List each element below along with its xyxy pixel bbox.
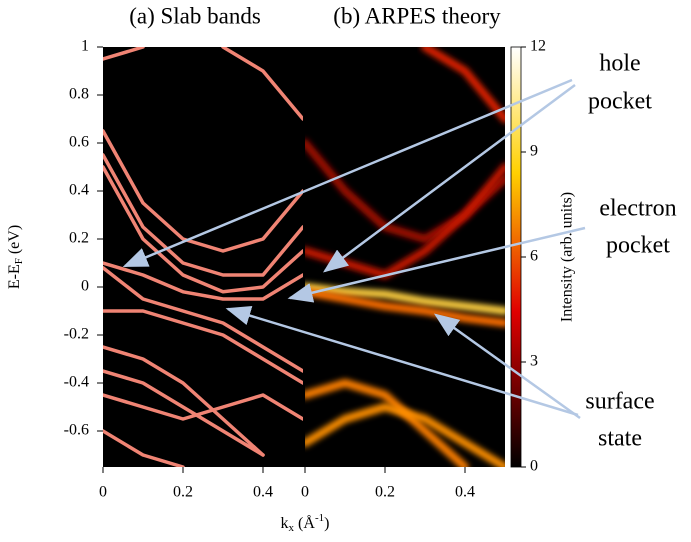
y-tick-label: 0.4: [69, 182, 89, 199]
x-label-close: ): [324, 515, 329, 532]
y-tick-label: 0: [81, 278, 89, 295]
band-line: [103, 165, 303, 294]
y-tick-label: -0.4: [64, 374, 89, 391]
y-axis-label: E-EF (eV): [6, 225, 25, 289]
band-line: [221, 47, 303, 121]
y-label-main: E-E: [6, 264, 23, 289]
annotation: electron: [599, 196, 676, 222]
x-tick-label: 0: [99, 484, 107, 501]
x-label-sup: -1: [315, 512, 324, 524]
intensity-ridge: [305, 379, 469, 467]
y-tick-label: 0.8: [69, 86, 89, 103]
band-line: [103, 309, 303, 385]
y-label-unit: (eV): [6, 225, 23, 258]
colorbar: [510, 46, 522, 468]
y-tick-label: -0.2: [64, 326, 89, 343]
band-line: [103, 47, 145, 61]
x-label-main: k: [281, 515, 289, 532]
intensity-ridge: [421, 47, 505, 123]
band-line: [103, 261, 303, 301]
annotation: hole: [599, 51, 640, 77]
plot-background: [103, 47, 505, 467]
intensity-ridge: [305, 287, 505, 327]
band-line: [103, 153, 303, 277]
panel-title: (b) ARPES theory: [333, 3, 501, 28]
arrow: [322, 83, 576, 273]
x-label-unit: (Å: [294, 514, 315, 532]
y-tick-label: 0.6: [69, 134, 89, 151]
annotation: surface: [585, 389, 654, 415]
colorbar-tick-label: 6: [530, 248, 538, 265]
band-line: [103, 429, 185, 467]
band-line: [103, 369, 265, 457]
colorbar-tick-label: 12: [530, 38, 546, 55]
band-line: [103, 345, 265, 457]
y-tick-label: -0.6: [64, 422, 89, 439]
plot-area: [305, 47, 505, 467]
annotation: pocket: [588, 89, 652, 115]
annotation: pocket: [606, 233, 670, 259]
y-tick-label: 0.2: [69, 230, 89, 247]
annotation: state: [598, 426, 642, 452]
colorbar-tick-label: 0: [530, 458, 538, 475]
x-tick-label: 0: [301, 484, 309, 501]
x-tick-label: 0.2: [173, 484, 193, 501]
x-label-sub: x: [289, 522, 295, 534]
plot-area: [103, 47, 303, 467]
x-tick-label: 0.4: [253, 484, 273, 501]
panel-title: (a) Slab bands: [129, 3, 261, 28]
annotation-arrows: [122, 78, 586, 420]
y-tick-label: 1: [81, 38, 89, 55]
band-line: [103, 129, 303, 253]
colorbar-tick-label: 9: [530, 143, 538, 160]
y-label-sub: F: [13, 258, 25, 264]
x-axis-label: kx (Å-1): [281, 512, 330, 534]
arrow: [122, 78, 573, 268]
intensity-ridge: [305, 403, 505, 467]
colorbar-tick-label: 3: [530, 353, 538, 370]
band-line: [103, 266, 303, 373]
band-line: [103, 393, 303, 421]
x-tick-label: 0.2: [375, 484, 395, 501]
intensity-ridge: [305, 283, 505, 315]
x-tick-label: 0.4: [455, 484, 475, 501]
arrow: [225, 305, 579, 417]
colorbar-label: Intensity (arb. units): [559, 192, 576, 322]
arrow: [433, 313, 581, 420]
arrow: [287, 226, 586, 303]
